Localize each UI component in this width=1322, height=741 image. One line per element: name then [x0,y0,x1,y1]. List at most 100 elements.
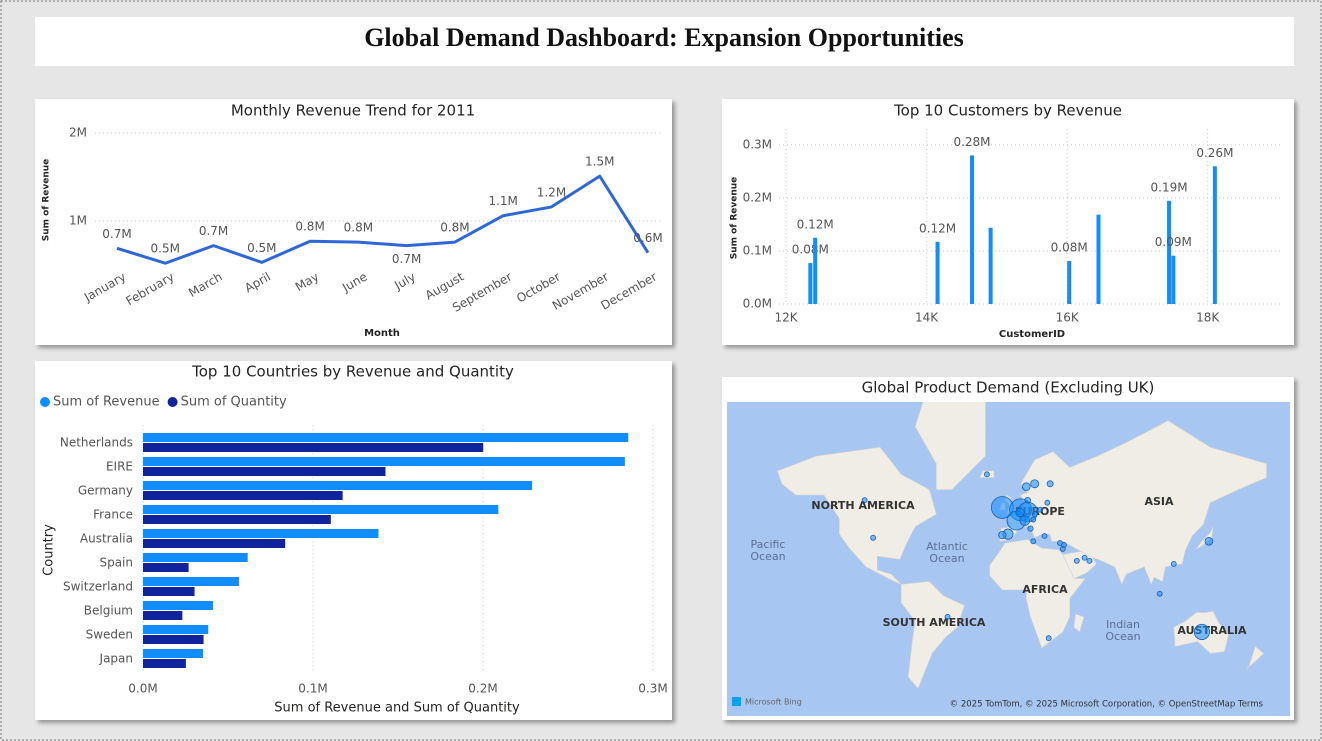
bubble [944,614,951,620]
data-label: 0.6M [633,231,662,245]
data-label: 0.26M [1196,146,1233,160]
bar [143,563,189,572]
bar [143,659,186,668]
bar [988,227,993,304]
y-tick-label: Spain [99,556,133,570]
data-label: 0.28M [953,135,990,149]
y-tick-label: Netherlands [60,436,133,450]
x-axis-label: Sum of Revenue and Sum of Quantity [274,701,520,716]
bubble [1045,635,1052,642]
bubble [1044,499,1051,506]
bubble [1156,590,1163,597]
map-label: NORTH AMERICA [811,499,915,512]
data-label: 0.19M [1151,180,1188,194]
bubble [1046,480,1054,488]
data-label: 0.08M [792,243,829,257]
continent [1195,526,1214,550]
bar [143,553,248,562]
y-tick-label: EIRE [106,460,133,474]
bar [1212,166,1217,304]
bubble [1021,482,1031,492]
y-tick-label: Australia [80,532,133,546]
x-axis-label: CustomerID [999,329,1065,340]
bubble [870,534,876,541]
continent [900,581,965,690]
bubble [1015,507,1025,518]
bar [1167,200,1172,304]
data-label: 0.7M [392,252,421,266]
legend-marker [40,397,50,407]
bar [143,505,499,514]
continent [914,402,986,490]
data-label: 0.5M [151,242,180,256]
data-label: 0.12M [797,217,834,231]
bar [143,611,183,620]
panel [35,99,672,345]
bubble [1030,516,1037,523]
panel [35,361,672,720]
bubble [1204,537,1214,546]
y-axis-label: Sum of Revenue [42,159,52,242]
data-label: 0.5M [247,241,276,255]
chart-title: Monthly Revenue Trend for 2011 [231,102,475,120]
y-tick-label: Switzerland [63,580,133,594]
y-tick-label: Sweden [86,628,133,642]
data-label: 0.08M [1051,241,1088,255]
map-label: SOUTH AMERICA [883,616,986,629]
data-label: 0.09M [1155,235,1192,249]
bar [143,539,286,548]
bar [143,491,343,500]
x-tick-label: 14K [915,311,939,325]
data-label: 0.7M [199,224,228,238]
data-label: 0.8M [295,220,324,234]
data-label: 0.12M [919,221,956,235]
bubble [1170,561,1177,567]
legend-label: Sum of Quantity [181,395,287,410]
bubble [1027,525,1034,532]
y-tick-label: Japan [99,652,133,666]
map-label: Indian [1106,618,1140,631]
x-tick-label: 0.0M [128,682,157,696]
continent [1246,645,1265,669]
bar [143,515,331,524]
y-tick-label: 0.0M [743,297,772,311]
bar [813,237,818,304]
bar [143,649,204,658]
bar [143,587,195,596]
line [116,174,650,265]
x-axis-label: Month [364,328,400,339]
y-tick-label: 2M [69,126,87,140]
y-tick-label: 0.2M [743,190,772,204]
bar [143,443,484,452]
x-tick-label: 12K [774,311,798,325]
continent [1062,551,1097,580]
dashboard-title: Global Demand Dashboard: Expansion Oppor… [364,23,964,52]
data-label: 1.5M [585,155,614,169]
bar [143,577,239,586]
bar [935,241,940,304]
legend-marker [167,397,178,407]
map-label: AUSTRALIA [1177,624,1247,637]
bubble [1041,533,1048,539]
bubble [1073,557,1080,564]
y-tick-label: 0.1M [743,243,772,257]
bubble [1019,515,1031,526]
map-label: Ocean [929,552,964,565]
bar [143,529,379,538]
bubble [1030,538,1037,545]
bubble [1030,479,1040,489]
data-label: 1.1M [488,194,517,208]
y-tick-label: Belgium [84,604,133,618]
bar [969,155,974,304]
data-label: 0.8M [344,221,373,235]
bar [808,263,813,304]
bar [1067,261,1072,304]
bubble [998,530,1007,540]
chart-title: Top 10 Countries by Revenue and Quantity [191,363,514,381]
logo-icon [732,697,741,706]
continent [1073,613,1085,633]
data-label: 1.2M [537,185,566,199]
legend-label: Sum of Revenue [53,395,160,410]
map-label: AFRICA [1022,583,1068,596]
